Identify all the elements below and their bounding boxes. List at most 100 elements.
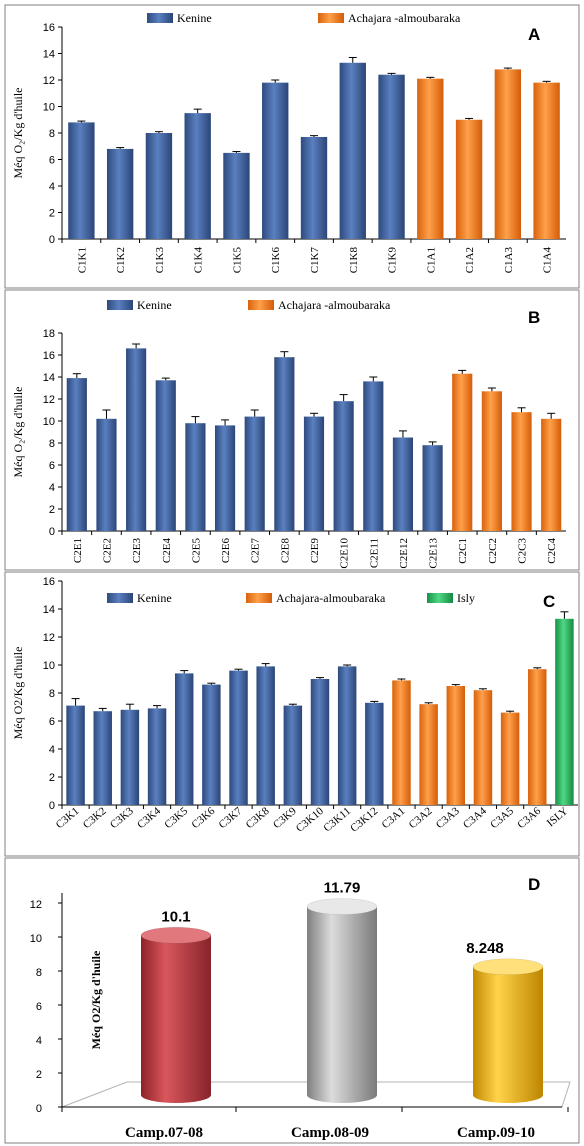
x-tick-label: C2E6	[220, 538, 232, 564]
x-tick-label: C1K6	[270, 247, 282, 274]
bar-c3k10	[311, 679, 329, 805]
y-tick-label: 10	[30, 933, 42, 945]
y-tick-label: 18	[43, 328, 55, 340]
bar-c3k12	[365, 703, 383, 805]
bar-c1k8	[340, 63, 366, 239]
y-tick-label: 16	[43, 350, 55, 362]
y-tick-label: 8	[36, 967, 42, 979]
legend-swatch	[107, 300, 133, 310]
bar-c3a1	[392, 680, 410, 805]
x-tick-label: C3K2	[81, 805, 109, 831]
x-tick-label: C2E10	[339, 538, 351, 569]
legend-label: Achajara -almoubaraka	[348, 11, 461, 25]
y-tick-label: 12	[43, 394, 55, 406]
legend-swatch	[147, 13, 173, 23]
x-tick-label: C1K4	[193, 247, 205, 274]
x-tick-label: C1K1	[76, 247, 88, 273]
bar-c1a3	[495, 69, 521, 239]
bar-c2e11	[363, 381, 383, 531]
legend-label: Achajara -almoubaraka	[278, 298, 391, 312]
x-tick-label: C2C1	[457, 538, 469, 564]
y-tick-label: 12	[43, 75, 55, 87]
x-tick-label: C2C2	[487, 538, 499, 564]
bar-c2e6	[215, 425, 235, 531]
x-tick-label: C1K5	[231, 247, 243, 274]
bar-c3a2	[419, 704, 437, 805]
y-tick-label: 4	[49, 744, 55, 756]
x-tick-label: C3K6	[189, 805, 217, 831]
legend-label: Kenine	[177, 11, 212, 25]
bar-c1a4	[533, 83, 559, 239]
legend-label: Isly	[457, 591, 475, 605]
x-tick-label: C2E9	[309, 538, 321, 564]
panel-letter: B	[528, 308, 540, 327]
x-tick-label: C1A4	[542, 247, 554, 274]
bar-c3k7	[229, 671, 247, 805]
bar-c2e7	[245, 417, 265, 531]
bar-isly	[555, 619, 573, 805]
bar-c1a1	[417, 79, 443, 239]
legend-swatch	[246, 593, 272, 603]
bar-c3k5	[175, 673, 193, 805]
x-tick-label: C1A1	[425, 247, 437, 273]
bar-c2e3	[126, 348, 146, 531]
x-tick-label: C2E12	[398, 538, 410, 569]
bar-c3k2	[94, 711, 112, 805]
bar-c2c4	[541, 419, 561, 531]
bar-c2e5	[185, 423, 205, 531]
x-tick-label: C2E4	[161, 538, 173, 564]
bar-c2e2	[96, 419, 116, 531]
x-tick-label: C3K12	[348, 805, 380, 835]
bar-c3a3	[447, 686, 465, 805]
y-tick-label: 8	[49, 688, 55, 700]
y-tick-label: 8	[49, 128, 55, 140]
y-tick-label: 4	[36, 1035, 42, 1047]
y-axis-label: Méq O₂/Kg d'huile	[11, 87, 25, 178]
bar-c2e4	[156, 380, 176, 531]
x-tick-label: C3A2	[407, 805, 435, 831]
panel-b-chart: 024681012141618Méq O₂/Kg d'huileC2E1 C2E2…	[11, 298, 566, 569]
bar-c2e9	[304, 417, 324, 531]
x-tick-label: C2E8	[279, 538, 291, 564]
y-tick-label: 10	[43, 102, 55, 114]
bar-c1k7	[301, 137, 327, 239]
x-tick-label: C3K8	[244, 805, 272, 831]
bar-c1a2	[456, 120, 482, 239]
y-tick-label: 12	[30, 899, 42, 911]
data-label: 8.248	[466, 940, 504, 957]
y-tick-label: 14	[43, 49, 55, 61]
data-label: 11.79	[324, 880, 361, 897]
bar-c1k6	[262, 83, 288, 239]
x-tick-label: C3A4	[461, 805, 489, 831]
y-tick-label: 10	[43, 660, 55, 672]
bar-c1k9	[378, 75, 404, 239]
x-tick-label: C3A6	[515, 805, 543, 831]
panel-a-chart: 0 2 4 6 8 10 12 14 16 Méq O₂/Kg d'huile C1K1 C1K2 C1…	[11, 11, 566, 273]
bar-c3k3	[121, 710, 139, 805]
y-tick-label: 4	[49, 482, 55, 494]
y-tick-label: 6	[49, 155, 55, 167]
cylinder-camp.09-10	[473, 967, 543, 1103]
legend-label: Kenine	[137, 591, 172, 605]
x-tick-label: C1K8	[348, 247, 360, 274]
bar-c2e8	[274, 357, 294, 531]
bar-c3a4	[474, 690, 492, 805]
x-tick-label: C2E11	[368, 538, 380, 568]
legend-swatch	[248, 300, 274, 310]
legend-swatch	[107, 593, 133, 603]
y-tick-label: 12	[43, 632, 55, 644]
x-tick-label: C3K4	[135, 805, 163, 831]
bar-c2c3	[511, 412, 531, 531]
x-tick-label: Camp.08-09	[291, 1125, 369, 1141]
x-tick-label: C1A2	[464, 247, 476, 273]
legend-label: Kenine	[137, 298, 172, 312]
legend-label: Achajara-almoubaraka	[276, 591, 386, 605]
x-tick-label: C3K7	[217, 805, 245, 831]
x-tick-label: C3A5	[488, 805, 516, 831]
legend-swatch	[318, 13, 344, 23]
x-tick-label: C2E2	[101, 538, 113, 563]
y-tick-label: 14	[43, 604, 55, 616]
x-tick-label: C3A3	[434, 805, 462, 831]
x-tick-label: C2E13	[428, 538, 440, 569]
bar-c1k4	[185, 113, 211, 239]
